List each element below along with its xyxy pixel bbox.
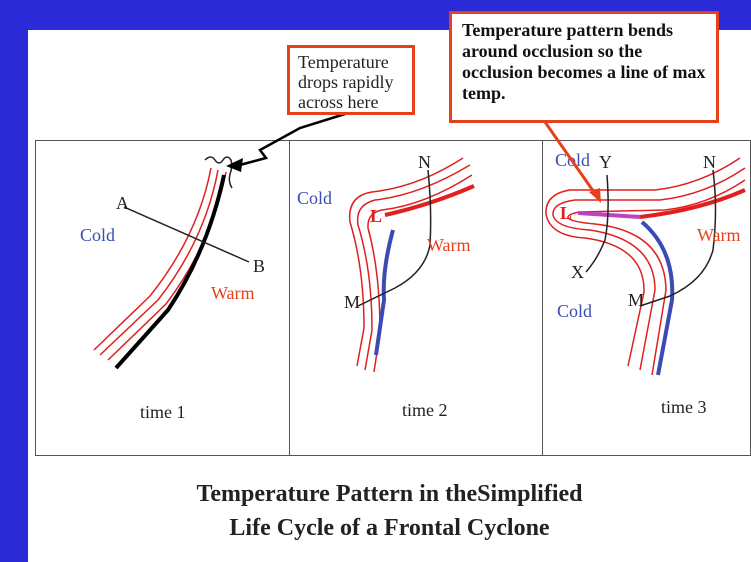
warm-front: [639, 188, 746, 219]
front-line: [114, 174, 226, 370]
cold-front: [374, 229, 395, 356]
panel-divider: [542, 140, 543, 456]
caption-line-2: Life Cycle of a Frontal Cyclone: [229, 515, 550, 541]
label-l: L: [370, 206, 382, 226]
isotherm-line: [552, 167, 746, 371]
caption-line-1: Temperature Pattern in theSimplified: [196, 481, 583, 507]
isotherm-line: [545, 157, 741, 367]
time-label: time 1: [140, 402, 186, 422]
label-b: B: [253, 256, 265, 276]
cold-front: [640, 220, 675, 376]
isotherm-line: [567, 179, 746, 376]
isotherm-line: [93, 167, 212, 351]
callout-occlusion: Temperature pattern bends around occlusi…: [449, 11, 719, 123]
cross-section-xy: [585, 174, 609, 273]
panel-time-1: A B Cold Warm time 1: [80, 156, 265, 422]
label-cold-bottom: Cold: [557, 301, 592, 321]
cross-section-mn: [357, 169, 432, 307]
cross-section-ab: [123, 206, 250, 263]
time-label: time 2: [402, 400, 448, 420]
label-y: Y: [599, 152, 612, 172]
label-a: A: [116, 193, 129, 213]
isotherm-line: [348, 157, 464, 367]
arrow-head-icon: [226, 158, 243, 172]
callout-arrow-drop: [235, 112, 346, 168]
callout-temperature-drop: Temperature drops rapidly across here: [287, 45, 415, 115]
isotherm-line: [356, 164, 471, 371]
panel-time-3: Cold Y N L Warm X M Cold time 3: [545, 150, 746, 417]
panel-time-2: N L M Cold Warm time 2: [297, 152, 475, 420]
label-l: L: [560, 203, 572, 223]
label-m: M: [628, 290, 644, 310]
isotherm-line: [99, 169, 219, 356]
label-warm: Warm: [697, 225, 741, 245]
label-warm: Warm: [211, 283, 255, 303]
brace-icon: [204, 156, 233, 189]
label-x: X: [571, 262, 584, 282]
label-cold: Cold: [80, 225, 115, 245]
label-m: M: [344, 292, 360, 312]
time-label: time 3: [661, 397, 707, 417]
label-warm: Warm: [427, 235, 471, 255]
occlusion-line: [577, 211, 641, 219]
arrow-head-icon: [589, 188, 601, 203]
cross-section-mn: [639, 169, 717, 307]
label-cold: Cold: [297, 188, 332, 208]
panel-divider: [289, 140, 290, 456]
label-n: N: [418, 152, 431, 172]
label-n: N: [703, 152, 716, 172]
isotherm-line: [367, 174, 473, 373]
callout-arrow-occlusion: [543, 121, 598, 196]
